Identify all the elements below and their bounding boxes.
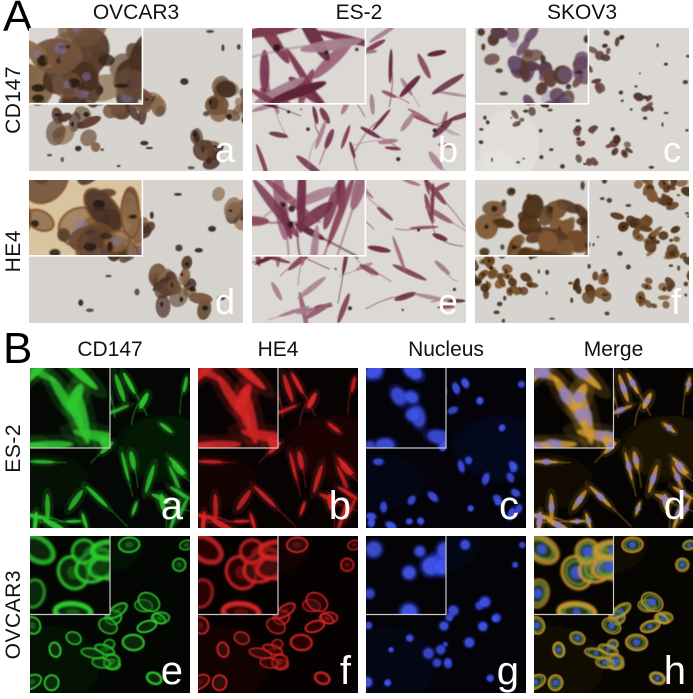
micrograph-image bbox=[30, 368, 190, 528]
micrograph-image bbox=[29, 180, 243, 323]
column-header-cd147: CD147 bbox=[77, 338, 143, 361]
micrograph-if-es2-nucleus-blue: c bbox=[366, 368, 526, 528]
row-label-he4: HE4 bbox=[2, 230, 25, 273]
micrograph-sublabel: c bbox=[663, 129, 681, 170]
micrograph-image bbox=[29, 28, 243, 171]
micrograph-image bbox=[30, 536, 190, 693]
micrograph-ihc-he4-ovcar3: d bbox=[29, 180, 243, 323]
micrograph-sublabel: c bbox=[499, 484, 519, 528]
micrograph-sublabel: b bbox=[437, 129, 458, 170]
micrograph-image bbox=[534, 368, 693, 528]
micrograph-sublabel: b bbox=[328, 484, 351, 528]
micrograph-ihc-cd147-ovcar3: a bbox=[29, 28, 243, 171]
micrograph-sublabel: g bbox=[496, 649, 519, 693]
micrograph-ihc-he4-es2: e bbox=[252, 180, 466, 323]
micrograph-sublabel: h bbox=[663, 649, 686, 693]
micrograph-if-ovcar3-merge: h bbox=[534, 536, 693, 693]
row-label-ovcar3: OVCAR3 bbox=[2, 569, 25, 660]
micrograph-sublabel: e bbox=[437, 281, 458, 322]
micrograph-sublabel: d bbox=[214, 281, 235, 322]
column-header-skov3: SKOV3 bbox=[546, 1, 618, 24]
micrograph-if-ovcar3-cd147-green: e bbox=[30, 536, 190, 693]
micrograph-image bbox=[475, 180, 689, 323]
column-header-he4: HE4 bbox=[257, 338, 299, 361]
column-header-nucleus: Nucleus bbox=[408, 338, 484, 361]
micrograph-ihc-he4-skov3: f bbox=[475, 180, 689, 323]
micrograph-if-ovcar3-nucleus-blue: g bbox=[366, 536, 526, 693]
micrograph-sublabel: f bbox=[670, 281, 681, 322]
panel-b-label: B bbox=[3, 324, 33, 373]
micrograph-if-es2-he4-red: b bbox=[198, 368, 358, 528]
micrograph-if-es2-cd147-green: a bbox=[30, 368, 190, 528]
column-header-ovcar3: OVCAR3 bbox=[92, 1, 180, 24]
micrograph-sublabel: f bbox=[339, 649, 351, 693]
micrograph-image bbox=[475, 28, 689, 171]
column-header-es2: ES-2 bbox=[335, 1, 383, 24]
micrograph-if-es2-merge: d bbox=[534, 368, 693, 528]
micrograph-ihc-cd147-skov3: c bbox=[475, 28, 689, 171]
micrograph-sublabel: e bbox=[160, 649, 183, 693]
column-header-merge: Merge bbox=[583, 338, 644, 361]
micrograph-image bbox=[366, 536, 526, 693]
micrograph-if-ovcar3-he4-red: f bbox=[198, 536, 358, 693]
micrograph-image bbox=[198, 368, 358, 528]
micrograph-image bbox=[252, 180, 466, 323]
micrograph-sublabel: a bbox=[160, 484, 183, 528]
micrograph-image bbox=[366, 368, 526, 528]
micrograph-image bbox=[252, 28, 466, 171]
micrograph-image bbox=[534, 536, 693, 693]
row-label-es2: ES-2 bbox=[2, 423, 25, 473]
row-label-cd147: CD147 bbox=[2, 65, 25, 134]
micrograph-image bbox=[198, 536, 358, 693]
panel-a-label: A bbox=[3, 0, 33, 41]
micrograph-sublabel: a bbox=[214, 129, 235, 170]
micrograph-ihc-cd147-es2: b bbox=[252, 28, 466, 171]
micrograph-sublabel: d bbox=[663, 484, 686, 528]
